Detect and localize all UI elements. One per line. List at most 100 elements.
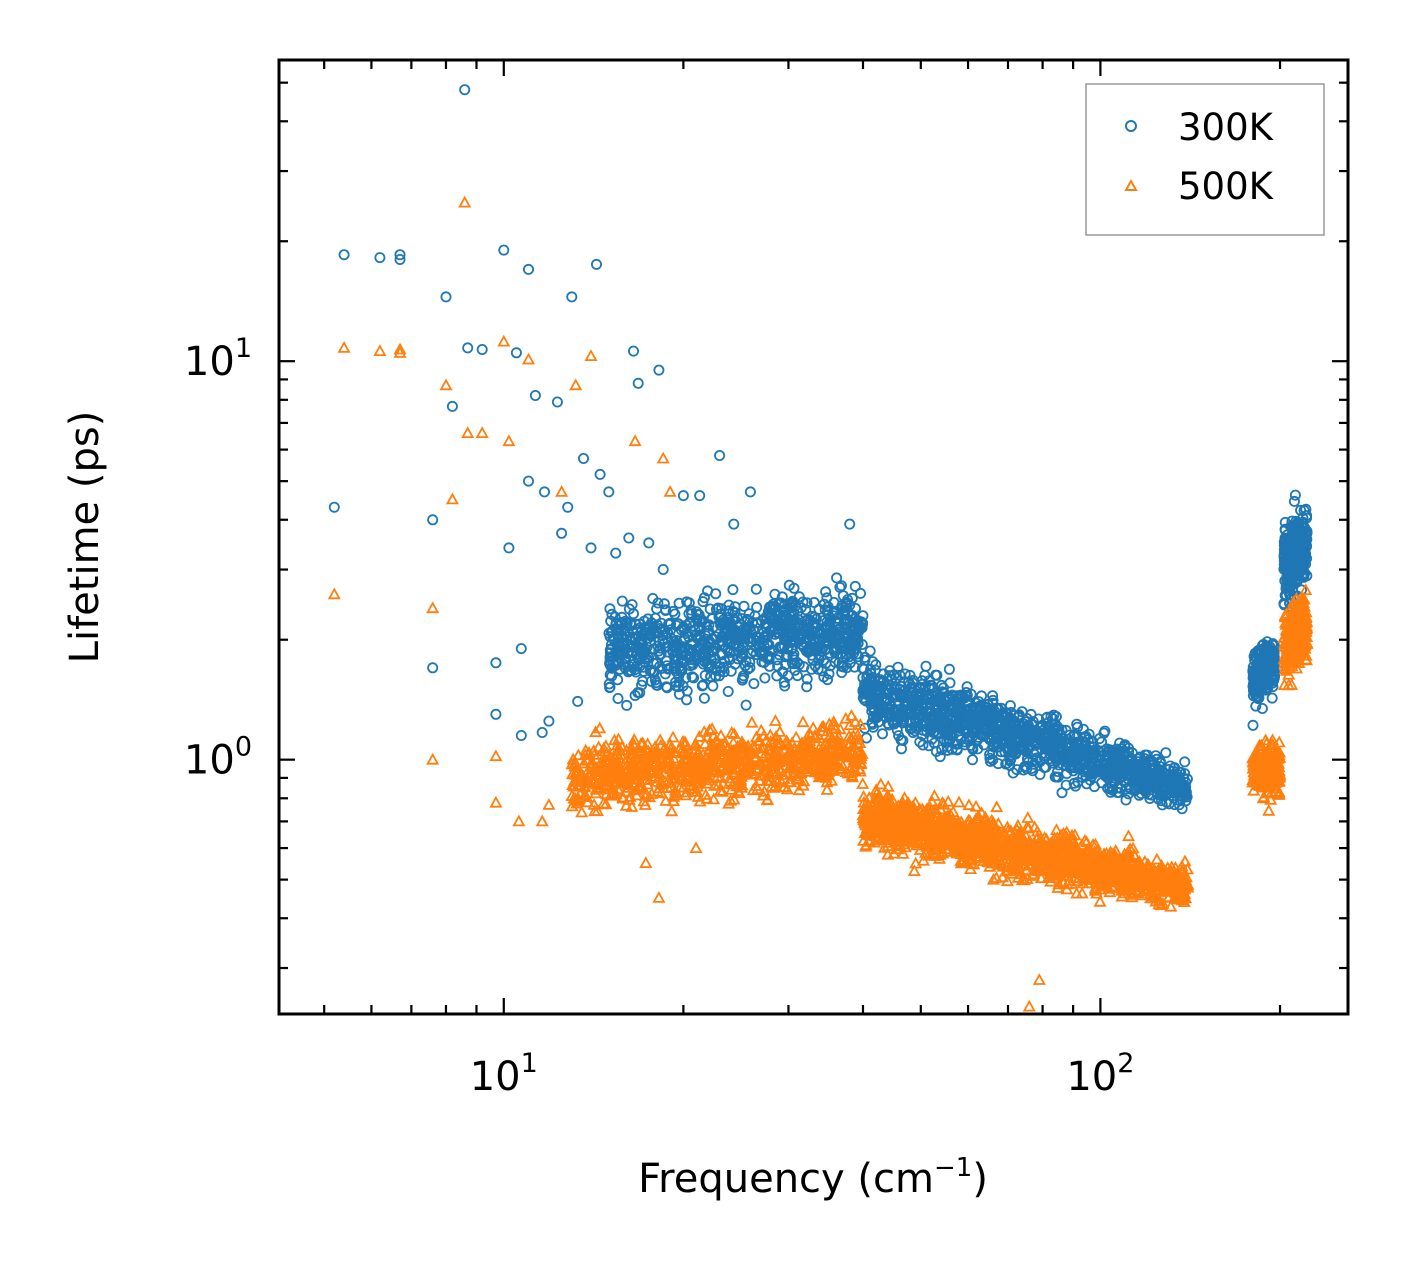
data-point [613,648,625,660]
data-point [498,244,510,256]
data-point [864,645,876,657]
data-point [1066,761,1078,773]
data-point [715,785,730,797]
data-point [856,619,868,631]
data-point [616,616,628,628]
data-point [1263,661,1275,673]
data-point [1082,745,1094,757]
data-point [744,662,756,674]
data-point [610,623,622,635]
data-point [566,291,578,303]
data-point [1298,504,1310,516]
data-point [697,596,709,608]
data-point [735,651,747,663]
data-point [757,650,769,662]
data-point [1098,757,1110,769]
data-point [1266,692,1278,704]
data-point [1133,789,1145,801]
data-point [591,258,603,270]
data-point [930,669,942,681]
data-point [1074,755,1086,767]
data-point [1154,757,1166,769]
data-point [536,727,548,739]
data-point [669,608,681,620]
data-point [655,648,667,660]
data-point [736,613,748,625]
data-point [1300,533,1312,545]
data-point [714,728,728,741]
data-point [777,625,789,637]
data-point [1169,799,1181,811]
data-point [789,664,801,676]
data-point [570,796,584,809]
data-point [710,670,722,682]
data-point [1073,762,1085,774]
data-point [578,789,592,801]
data-point [628,345,640,357]
data-point [939,725,951,737]
data-point [784,599,796,611]
data-point [427,514,439,526]
data-point [862,689,874,701]
data-point [932,700,944,712]
data-point [914,736,926,748]
data-point [683,618,695,630]
data-point [653,364,665,376]
data-point [851,728,865,741]
data-point [747,750,761,763]
data-point [729,607,741,619]
data-point [747,645,759,657]
data-point [1061,749,1073,761]
data-point [981,710,993,722]
data-point [539,486,551,498]
data-point [816,643,828,655]
data-point [1173,790,1185,802]
data-point [1025,708,1037,720]
data-point [839,602,851,614]
data-point [632,377,644,389]
data-point [987,690,999,702]
data-point [686,608,698,620]
series-layer [327,84,1314,1012]
data-point [1288,495,1300,507]
data-point [603,486,615,498]
data-point [616,611,628,623]
data-point [338,249,350,261]
data-point [660,605,672,617]
data-point [1047,713,1059,725]
data-point [757,728,771,741]
data-point [1248,650,1260,662]
data-point [1289,489,1301,501]
data-point [1001,757,1013,769]
data-point [1075,748,1087,760]
data-point [926,710,938,722]
data-point [839,711,853,724]
data-point [523,263,535,275]
data-point [964,710,976,722]
data-point [575,805,589,818]
data-point [992,737,1004,749]
data-point [562,501,574,513]
data-point [675,666,687,678]
data-point [1051,744,1063,756]
data-point [1040,729,1052,741]
data-point [891,689,903,701]
data-point [760,618,772,630]
data-point [1107,784,1119,796]
data-point [642,790,657,803]
data-point [761,774,775,786]
data-point [763,639,775,651]
data-point [845,637,857,649]
data-point [1263,642,1275,654]
data-point [682,779,696,791]
data-point [629,690,641,702]
data-point [691,632,703,644]
data-point [961,695,973,707]
data-point [1050,771,1062,783]
data-point [1170,787,1182,799]
data-point [851,619,863,631]
data-point [727,584,739,596]
data-point [667,745,681,757]
data-point [702,658,714,670]
data-point [846,592,858,604]
